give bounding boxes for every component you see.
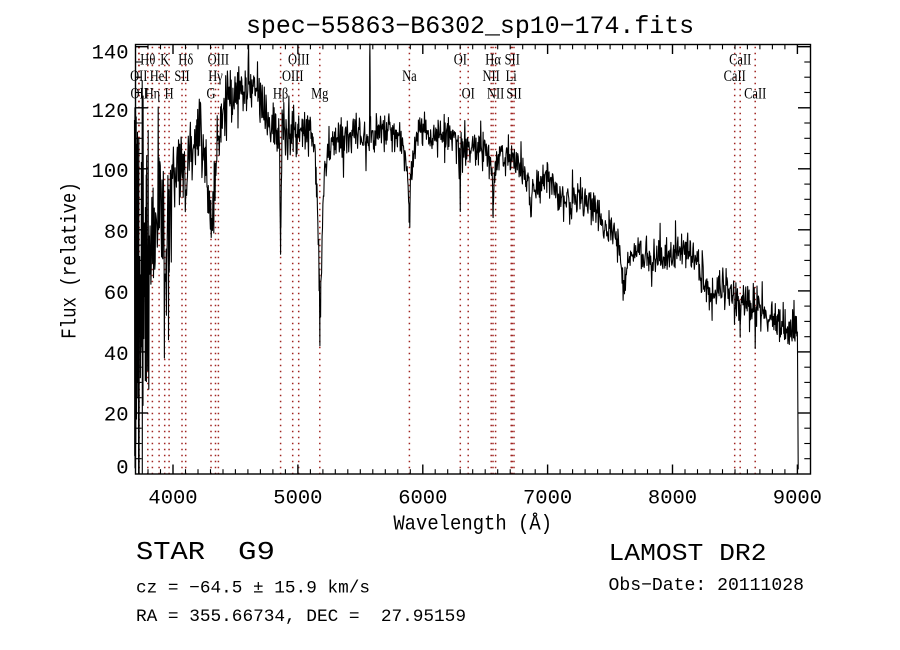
svg-text:CaII: CaII — [744, 85, 766, 102]
svg-text:OII: OII — [131, 85, 148, 102]
svg-text:OI: OI — [454, 51, 467, 68]
svg-text:NII: NII — [487, 85, 504, 102]
svg-text:Hθ: Hθ — [140, 51, 155, 68]
svg-text:140: 140 — [92, 42, 129, 65]
svg-text:NII: NII — [483, 68, 500, 85]
svg-text:spec−55863−B6302_sp10−174.fits: spec−55863−B6302_sp10−174.fits — [246, 13, 694, 41]
svg-text:SII: SII — [506, 85, 521, 102]
svg-text:LAMOST DR2: LAMOST DR2 — [609, 541, 767, 568]
svg-text:Mg: Mg — [311, 85, 328, 102]
svg-text:SII: SII — [505, 51, 520, 68]
svg-text:5000: 5000 — [273, 488, 322, 511]
svg-text:4000: 4000 — [148, 488, 197, 511]
svg-text:20: 20 — [104, 404, 129, 427]
svg-text:H: H — [165, 85, 174, 102]
svg-text:cz = −64.5 ± 15.9 km/s: cz = −64.5 ± 15.9 km/s — [136, 579, 370, 599]
svg-text:0: 0 — [116, 458, 128, 481]
svg-text:OI: OI — [462, 85, 475, 102]
svg-text:Hγ: Hγ — [208, 68, 223, 85]
svg-text:7000: 7000 — [523, 488, 572, 511]
svg-text:Hα: Hα — [485, 51, 501, 68]
svg-text:OIII: OIII — [282, 68, 304, 85]
svg-text:Hη: Hη — [145, 85, 161, 102]
svg-text:120: 120 — [92, 101, 129, 124]
svg-text:Li: Li — [506, 68, 518, 85]
svg-text:G9: G9 — [238, 537, 275, 567]
svg-text:Obs−Date: 20111028: Obs−Date: 20111028 — [609, 576, 804, 596]
svg-text:Wavelength (Å): Wavelength (Å) — [393, 514, 552, 537]
svg-text:Hδ: Hδ — [178, 51, 193, 68]
svg-text:60: 60 — [104, 283, 129, 306]
svg-text:CaII: CaII — [724, 68, 746, 85]
svg-text:K: K — [160, 51, 169, 68]
svg-text:STAR: STAR — [136, 537, 205, 567]
svg-text:40: 40 — [104, 344, 129, 367]
svg-text:CaII: CaII — [729, 51, 751, 68]
svg-text:OII: OII — [130, 68, 147, 85]
svg-text:HeI: HeI — [150, 68, 169, 85]
svg-text:80: 80 — [104, 222, 129, 245]
svg-text:Hβ: Hβ — [273, 85, 288, 102]
svg-text:Na: Na — [402, 68, 417, 85]
svg-text:100: 100 — [92, 161, 129, 184]
svg-text:OIII: OIII — [288, 51, 310, 68]
svg-text:OIII: OIII — [208, 51, 230, 68]
svg-text:G: G — [207, 85, 216, 102]
svg-text:RA = 355.66734, DEC = 27.9515: RA = 355.66734, DEC = 27.95159 — [136, 607, 466, 627]
svg-text:9000: 9000 — [773, 488, 822, 511]
svg-text:8000: 8000 — [648, 488, 697, 511]
svg-text:Flux (relative): Flux (relative) — [60, 182, 83, 339]
svg-text:6000: 6000 — [398, 488, 447, 511]
svg-text:SII: SII — [174, 68, 189, 85]
